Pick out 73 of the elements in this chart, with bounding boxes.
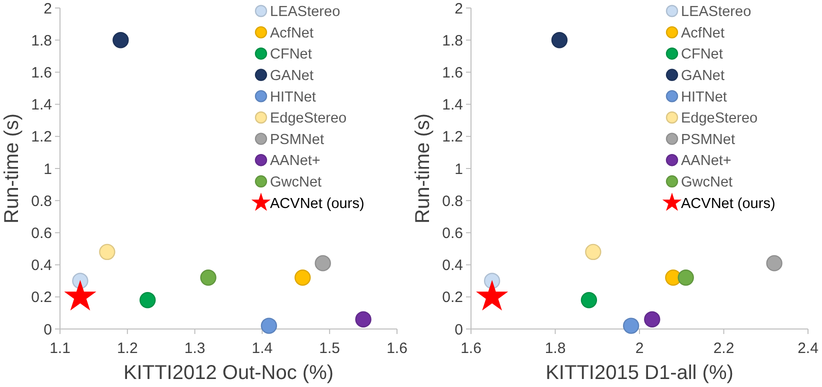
point	[622, 318, 640, 334]
x-tick-label: 1.4	[252, 340, 273, 357]
x-tick-label: 1.1	[50, 340, 70, 357]
legend-label: LEAStereo	[681, 4, 752, 20]
point	[585, 244, 602, 260]
y-tick-label: 0.6	[442, 224, 463, 242]
point	[644, 311, 660, 328]
y-tick-label: 1.8	[442, 32, 463, 50]
x-tick-label: 1.6	[386, 340, 408, 357]
point	[200, 270, 216, 286]
legend-label: EdgeStereo	[270, 110, 347, 127]
legend-label: AcfNet	[270, 25, 314, 42]
legend-label: GANet	[270, 68, 314, 84]
y-tick-label: 1.8	[31, 32, 52, 50]
legend-label: AANet+	[270, 153, 320, 170]
x-tick-label: 1.3	[184, 340, 206, 357]
y-tick-label: 0.6	[31, 224, 52, 242]
point	[678, 270, 694, 286]
y-tick-label: 1.2	[442, 128, 463, 146]
point	[140, 292, 156, 308]
y-tick-label: 0.8	[442, 192, 463, 210]
x-axis-title: KITTI2012 Out-Noc (%)	[123, 362, 334, 384]
legend-label: EdgeStereo	[681, 110, 758, 127]
y-tick-label: 0	[44, 321, 52, 338]
y-tick-label: 0.8	[31, 192, 52, 210]
legend-label: GwcNet	[270, 174, 322, 190]
y-tick-label: 1.6	[31, 64, 52, 82]
point	[580, 292, 598, 308]
point	[551, 32, 568, 48]
point	[112, 32, 129, 48]
legend-label: CFNet	[681, 46, 723, 63]
y-tick-label: 2	[454, 0, 463, 18]
y-tick-label: 1.2	[31, 128, 52, 146]
legend-label: PSMNet	[270, 132, 324, 148]
legend-label: HITNet	[681, 89, 727, 106]
legend-label: ACVNet (ours)	[681, 196, 776, 212]
y-tick-label: 1	[44, 160, 52, 178]
legend-label: PSMNet	[681, 132, 735, 148]
x-tick-label: 2.4	[798, 340, 818, 357]
x-axis-title: KITTI2015 D1-all (%)	[546, 362, 734, 384]
legend-label: CFNet	[270, 46, 312, 63]
point	[294, 270, 311, 286]
y-tick-label: 0	[454, 321, 463, 338]
point	[64, 280, 96, 311]
y-tick-label: 0.2	[442, 289, 463, 306]
legend-label: GwcNet	[681, 174, 733, 190]
y-tick-label: 2	[44, 0, 52, 18]
x-tick-label: 2	[635, 340, 644, 357]
y-tick-label: 1.4	[31, 96, 52, 114]
legend-label: HITNet	[270, 89, 316, 106]
y-tick-label: 0.4	[442, 257, 463, 274]
legend-label: GANet	[681, 68, 725, 84]
y-tick-label: 1	[454, 160, 463, 178]
y-tick-label: 0.4	[31, 257, 52, 274]
legend-label: AcfNet	[681, 25, 725, 42]
point	[355, 311, 372, 328]
y-axis-title: Run-time (s)	[412, 113, 434, 224]
point	[99, 244, 116, 260]
x-tick-label: 1.2	[116, 340, 138, 357]
legend-label: ACVNet (ours)	[270, 196, 364, 212]
point	[260, 318, 278, 334]
y-tick-label: 1.6	[442, 64, 463, 82]
y-tick-label: 0.2	[31, 289, 52, 306]
legend-label: LEAStereo	[270, 4, 340, 20]
x-tick-label: 1.8	[544, 340, 566, 357]
point	[476, 280, 508, 311]
x-tick-label: 2.2	[713, 340, 734, 357]
point	[314, 255, 331, 272]
x-tick-label: 1.5	[319, 340, 340, 357]
legend-label: AANet+	[681, 153, 732, 170]
y-tick-label: 1.4	[442, 96, 463, 114]
y-axis-title: Run-time (s)	[1, 113, 23, 224]
point	[766, 255, 782, 272]
